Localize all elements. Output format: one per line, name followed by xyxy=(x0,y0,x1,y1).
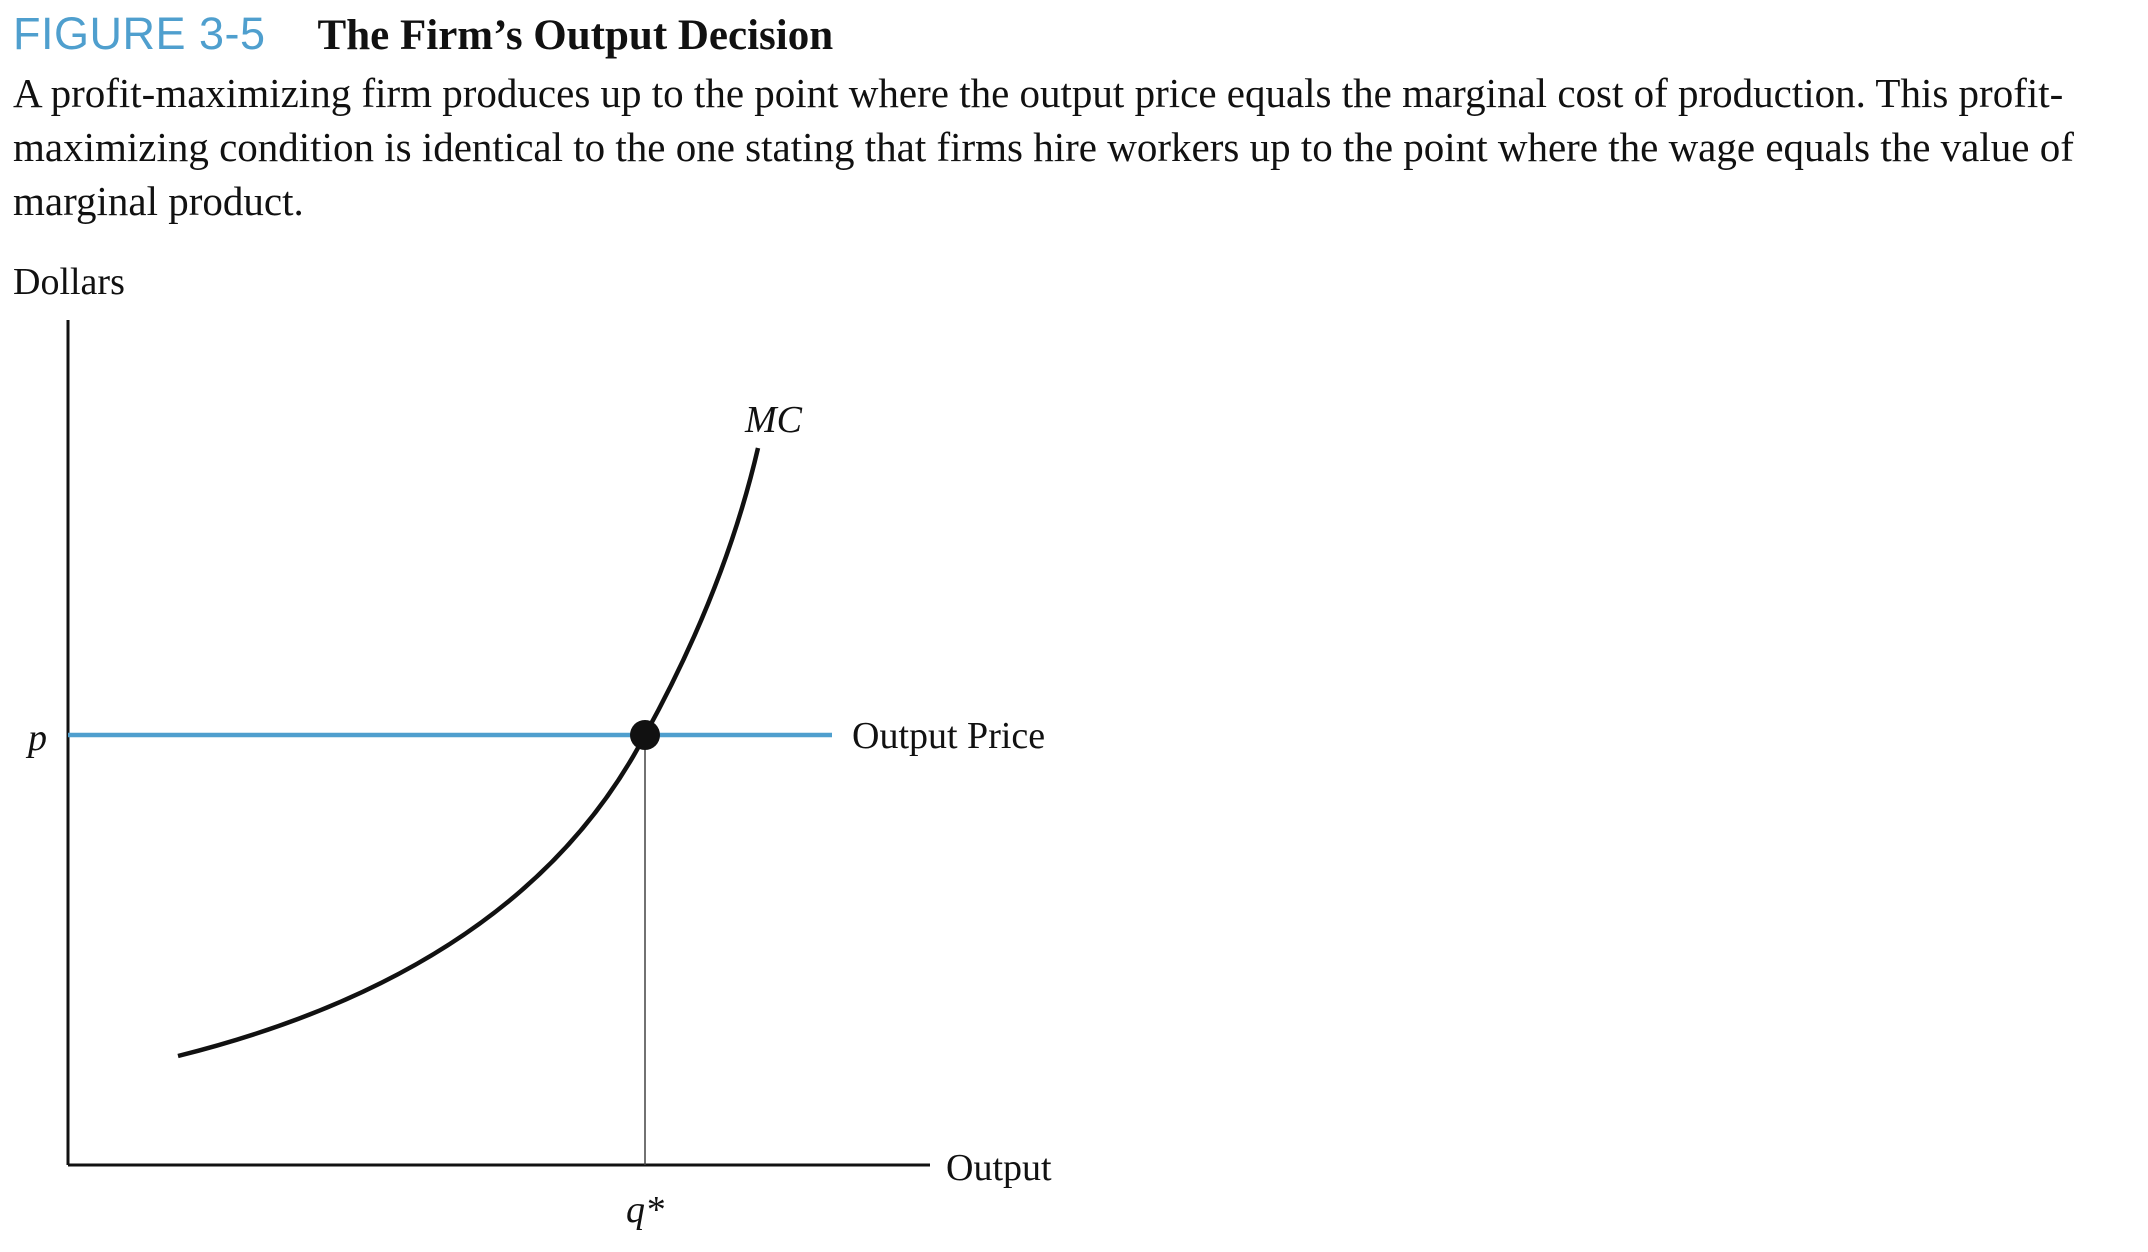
figure-title: The Firm’s Output Decision xyxy=(317,12,834,59)
figure-caption: A profit-maximizing firm produces up to … xyxy=(13,70,2074,224)
mc-curve-label: MC xyxy=(744,399,803,441)
mc-curve xyxy=(177,447,761,1059)
y-axis-label: Dollars xyxy=(13,261,125,303)
price-line-label: Output Price xyxy=(852,715,1045,757)
price-tick-label: p xyxy=(25,717,47,759)
figure-title-row: FIGURE 3-5 The Firm’s Output Decision xyxy=(13,8,2138,60)
figure-header: FIGURE 3-5 The Firm’s Output Decision A … xyxy=(13,8,2138,228)
equilibrium-point xyxy=(630,720,660,750)
figure-number: FIGURE 3-5 xyxy=(13,8,266,59)
x-axis-label: Output xyxy=(946,1147,1052,1189)
quantity-tick-label: q* xyxy=(626,1189,664,1231)
